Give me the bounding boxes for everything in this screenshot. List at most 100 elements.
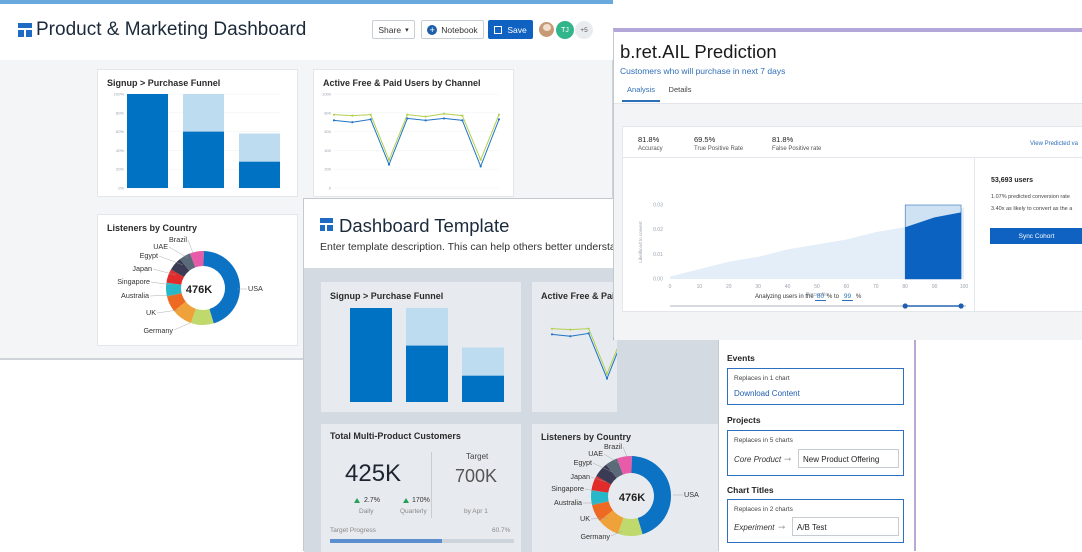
data-point — [569, 335, 572, 338]
events-box[interactable]: Replaces in 1 chart Download Content — [727, 368, 904, 405]
tab-strip-line — [614, 103, 1082, 104]
x-tick-label: 100 — [960, 284, 969, 290]
leader-line — [152, 268, 177, 276]
tab-analysis[interactable]: Analysis — [622, 85, 660, 102]
donut-slice-uk — [174, 301, 196, 323]
titles-replaces: Replaces in 2 charts — [734, 506, 793, 513]
donut-label-uae: UAE — [153, 242, 168, 251]
window-dashboard-template: Dashboard Template Enter template descri… — [303, 198, 719, 552]
data-point — [497, 118, 501, 121]
metric-tpr-value: 69.5% — [694, 135, 716, 144]
active-users-card: Active Free & Paid Users by Channel 1000… — [313, 69, 514, 197]
axis-tick-label: 60% — [116, 129, 124, 134]
donut-slice-japan — [166, 269, 184, 285]
template-funnel-title: Signup > Purchase Funnel — [330, 291, 444, 301]
axis-tick-label: 80% — [116, 110, 124, 115]
multi-product-title: Total Multi-Product Customers — [330, 431, 461, 441]
projects-to-input[interactable]: New Product Offering — [798, 449, 899, 468]
events-value[interactable]: Download Content — [734, 389, 800, 398]
avatar-tj[interactable]: TJ — [556, 21, 574, 39]
metric-fpr-value: 81.8% — [772, 135, 794, 144]
progress-pct: 60.7% — [492, 527, 511, 534]
bar-converted — [406, 345, 448, 402]
donut-label-singapore: Singapore — [117, 277, 150, 286]
quarterly-label: Quarterly — [400, 508, 427, 515]
template-icon — [320, 218, 333, 231]
x-axis-label: Percentile — [806, 292, 828, 298]
dashboard-icon — [18, 23, 32, 37]
x-tick-label: 20 — [726, 284, 732, 290]
data-point — [550, 333, 554, 336]
axis-tick-label: 20% — [116, 167, 124, 172]
events-label: Events — [727, 353, 755, 363]
donut-label-uk: UK — [580, 514, 590, 523]
axis-tick-label: 600 — [324, 129, 331, 134]
y-tick-label: 0.02 — [653, 227, 663, 233]
titles-to-input[interactable]: A/B Test — [792, 517, 899, 536]
chart-titles-box[interactable]: Replaces in 2 charts Experiment ➞ A/B Te… — [727, 499, 904, 543]
series-line-free — [551, 328, 617, 376]
progress-label: Target Progress — [330, 527, 376, 534]
avatar-more[interactable]: +5 — [575, 21, 593, 39]
data-point — [479, 158, 482, 161]
donut-slice-germany — [190, 308, 214, 325]
x-tick-label: 40 — [785, 284, 791, 290]
page-title: Product & Marketing Dashboard — [36, 19, 307, 40]
template-description-input[interactable]: Enter template description. This can hel… — [320, 241, 616, 253]
axis-tick-label: 0% — [118, 186, 124, 191]
notebook-label: Notebook — [441, 24, 478, 35]
metrics-divider — [622, 157, 1082, 158]
notebook-button[interactable]: + Notebook — [421, 20, 484, 39]
target-label: Target — [466, 452, 489, 461]
data-point — [605, 377, 609, 380]
template-active-card: Active Free & Paid U — [532, 282, 617, 412]
donut-slice-usa — [631, 456, 671, 535]
target-value: 700K — [455, 466, 498, 486]
avatar[interactable] — [538, 21, 555, 38]
template-title: Dashboard Template — [339, 215, 510, 236]
tab-details[interactable]: Details — [668, 85, 692, 94]
right-divider — [974, 158, 975, 312]
donut-label-japan: Japan — [570, 472, 590, 481]
range-slider-handle — [902, 303, 908, 309]
leader-line — [149, 294, 173, 297]
donut-slice-japan — [591, 476, 612, 493]
donut-slice-usa — [203, 251, 241, 324]
y-axis-label: Likelihood to convert — [638, 221, 643, 263]
donut-label-australia: Australia — [121, 291, 149, 300]
chevron-down-icon: ▾ — [405, 26, 409, 34]
data-point — [587, 327, 590, 330]
funnel-chart: 100% 80% 60% 40% 20% 0% — [114, 92, 280, 191]
donut-label-brazil: Brazil — [169, 235, 187, 244]
donut-slice-germany — [617, 517, 643, 536]
view-predicted-link[interactable]: View Predicted va — [1030, 141, 1078, 147]
data-point — [332, 113, 336, 116]
leader-line — [187, 239, 194, 254]
leader-line — [150, 281, 174, 286]
x-tick-label: 0 — [669, 284, 672, 290]
donut-center-value: 476K — [619, 492, 645, 504]
data-point — [479, 165, 482, 168]
bar-dropped — [183, 94, 224, 132]
data-point — [587, 332, 590, 335]
data-point — [406, 113, 409, 116]
sync-cohort-button[interactable]: Sync Cohort — [990, 228, 1082, 244]
x-tick-label: 10 — [697, 284, 703, 290]
metric-tpr-label: True Positive Rate — [694, 146, 744, 152]
save-button[interactable]: Save — [488, 20, 533, 39]
range-to-input[interactable]: 99 — [842, 293, 853, 301]
share-button[interactable]: Share ▾ — [372, 20, 415, 39]
leader-line — [168, 246, 189, 259]
projects-box[interactable]: Replaces in 5 charts Core Product ➞ New … — [727, 430, 904, 476]
range-from-input[interactable]: 80 — [815, 293, 826, 301]
users-count: 53,693 users — [991, 177, 1034, 184]
data-point — [332, 119, 336, 122]
donut-slice-uae — [179, 253, 196, 271]
axis-tick-label: 200 — [324, 167, 331, 172]
series-line-free — [333, 113, 500, 162]
leader-line — [173, 322, 191, 331]
donut-slice-egypt — [170, 259, 190, 278]
donut-label-singapore: Singapore — [551, 484, 584, 493]
range-mid: % to — [827, 294, 840, 300]
